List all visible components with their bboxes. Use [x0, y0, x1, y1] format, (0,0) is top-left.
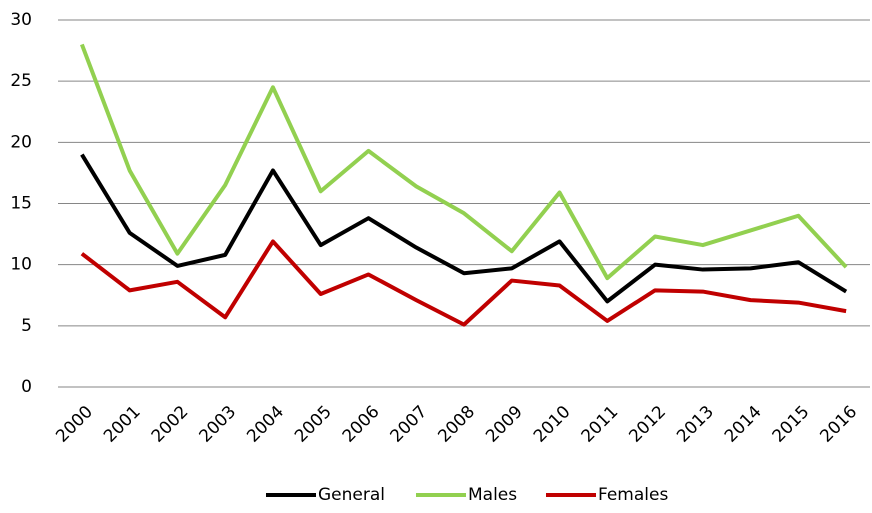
y-tick-label: 15 — [10, 194, 32, 214]
legend-label: Females — [598, 485, 668, 505]
y-tick-label: 25 — [10, 71, 32, 91]
x-tick-label: 2002 — [148, 402, 193, 447]
x-tick-label: 2006 — [339, 402, 384, 447]
x-tick-label: 2000 — [52, 402, 97, 447]
x-tick-label: 2014 — [721, 402, 766, 447]
legend-label: Males — [468, 485, 517, 505]
line-series — [80, 43, 848, 281]
x-tick-label: 2007 — [387, 402, 432, 447]
legend-label: General — [318, 485, 385, 505]
x-tick-label: 2016 — [816, 402, 861, 447]
x-tick-label: 2004 — [243, 402, 288, 447]
x-tick-label: 2015 — [769, 402, 814, 447]
y-tick-label: 20 — [10, 132, 32, 152]
x-tick-label: 2010 — [530, 402, 575, 447]
y-tick-label: 5 — [21, 316, 32, 336]
x-tick-label: 2003 — [196, 402, 241, 447]
x-tick-label: 2012 — [625, 402, 670, 447]
y-tick-label: 10 — [10, 255, 32, 275]
x-tick-label: 2008 — [434, 402, 479, 447]
y-tick-label: 0 — [21, 377, 32, 397]
y-tick-label: 30 — [10, 10, 32, 30]
x-tick-label: 2009 — [482, 402, 527, 447]
x-tick-label: 2001 — [100, 402, 145, 447]
x-tick-label: 2013 — [673, 402, 718, 447]
x-tick-label: 2005 — [291, 402, 336, 447]
line-series — [80, 239, 847, 327]
x-tick-label: 2011 — [578, 402, 623, 447]
line-series — [80, 153, 848, 304]
